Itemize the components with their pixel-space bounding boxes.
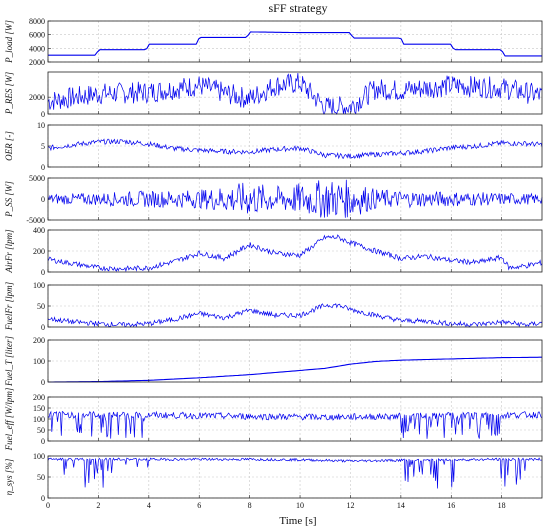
y-axis-label: P_SS [W] [4,181,14,218]
x-tick-label: 18 [498,501,506,510]
x-tick-label: 4 [147,501,151,510]
x-axis-label: Time [s] [279,515,316,527]
y-axis-label: Fuel_eff [W/lpm] [4,387,14,451]
y-tick-label: 4000 [29,44,45,53]
y-tick-label: 50 [37,426,45,435]
y-axis-label: η_sys [%] [4,458,14,495]
y-tick-label: 2000 [29,93,45,102]
series-line-P_SS [47,179,543,218]
y-tick-label: -5000 [26,216,45,225]
x-tick-label: 16 [447,501,455,510]
y-tick-label: 50 [37,302,45,311]
series-line-Fuel_eff [47,410,543,439]
panel-frame [47,339,543,383]
panel-frame [47,177,543,221]
series-line-FuelFr [47,302,543,328]
panel-Fuel_T: 0 100 200 Fuel_T [liter] [4,335,543,387]
y-tick-label: 200 [33,336,45,345]
x-tick-label: 14 [397,501,405,510]
y-tick-label: 100 [33,357,45,366]
panel-frame [47,71,543,115]
panel-P_RES: 0 2000 P_RES [W] [4,71,543,119]
y-tick-label: 100 [33,281,45,290]
x-tick-label: 6 [197,501,201,510]
y-tick-label: 0 [41,494,45,503]
panel-FuelFr: 0 50 100 FuelFr [lpm] [4,281,543,332]
y-tick-label: 100 [33,415,45,424]
panel-OER: 0 5 10 OER [-] [4,121,543,172]
y-tick-label: 6000 [29,31,45,40]
panel-eta_sys: 0 50 100 0 2 4 6 8 10 12 14 16 18 η_sys [%] [4,452,543,510]
series-line-Fuel_T [48,356,542,383]
y-axis-label: AirFr [lpm] [4,229,14,274]
y-tick-label: 5000 [29,174,45,183]
panel-Fuel_eff: 0 50 100 150 200 Fuel_eff [W/lpm] [4,387,543,451]
y-axis-label: FuelFr [lpm] [4,281,14,331]
y-tick-label: 200 [33,393,45,402]
series-line-P_RES [47,72,543,115]
panel-AirFr: 0 200 400 AirFr [lpm] [4,226,543,277]
y-tick-label: 100 [33,452,45,461]
y-tick-label: 2000 [29,58,45,67]
y-tick-label: 400 [33,226,45,235]
y-axis-label: OER [-] [4,131,14,161]
series-line-AirFr [47,234,543,273]
y-tick-label: 0 [41,163,45,172]
x-tick-label: 2 [96,501,100,510]
y-tick-label: 0 [41,195,45,204]
y-tick-label: 0 [41,268,45,277]
x-tick-label: 12 [346,501,354,510]
y-axis-label: P_RES [W] [4,71,14,115]
panel-frame [47,455,543,499]
y-tick-label: 0 [41,378,45,387]
figure-title: sFF strategy [268,1,327,15]
series-line-P_load [48,31,542,57]
y-tick-label: 8000 [29,17,45,26]
panel-frame [47,20,543,63]
panel-frame [47,284,543,328]
x-tick-label: 10 [296,501,304,510]
x-tick-label: 8 [248,501,252,510]
y-tick-label: 0 [41,437,45,446]
y-axis-label: Fuel_T [liter] [4,335,14,387]
y-tick-label: 5 [41,142,45,151]
y-tick-label: 200 [33,247,45,256]
y-tick-label: 150 [33,404,45,413]
y-axis-label: P_load [W] [4,20,14,64]
y-tick-label: 10 [37,121,45,130]
series-line-OER [47,138,543,160]
series-line-eta_sys [47,457,543,489]
y-tick-label: 0 [41,323,45,332]
y-tick-label: 50 [37,473,45,482]
y-tick-label: 0 [41,110,45,119]
panel-frame [47,229,543,273]
panel-P_load: 2000 4000 6000 8000 P_load [W] [4,17,543,67]
panel-frame [47,396,543,442]
panel-P_SS: -5000 0 5000 P_SS [W] [4,174,543,225]
x-tick-label: 0 [46,501,50,510]
